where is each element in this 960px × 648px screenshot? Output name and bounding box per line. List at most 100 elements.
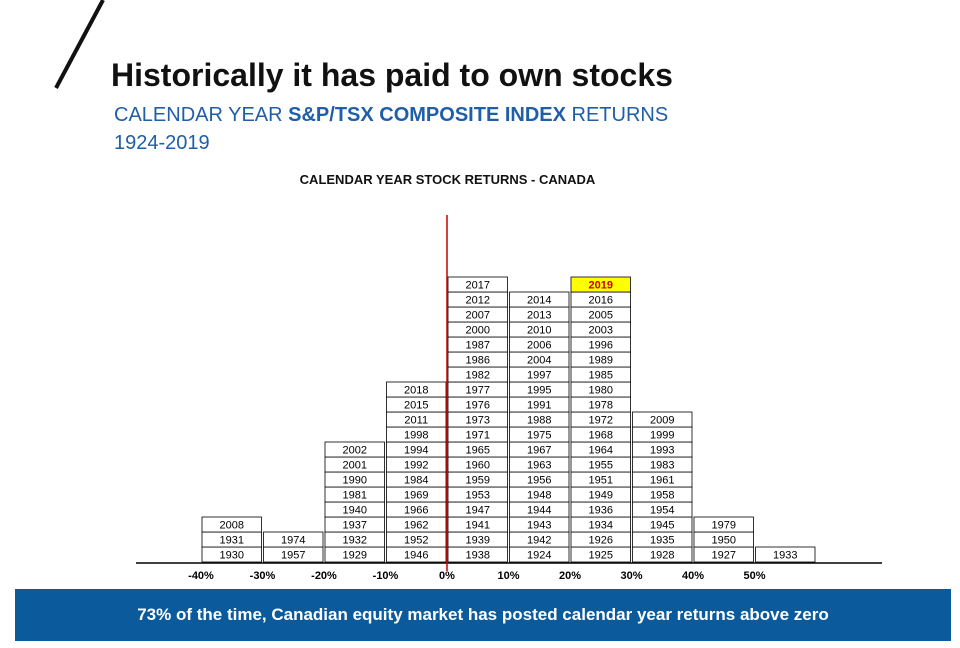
year-label: 1977 bbox=[466, 385, 490, 397]
year-label: 1973 bbox=[466, 415, 490, 427]
x-tick-label: 50% bbox=[743, 570, 765, 582]
year-label: 1989 bbox=[589, 355, 613, 367]
year-label: 1981 bbox=[343, 490, 367, 502]
year-label: 1967 bbox=[527, 445, 551, 457]
year-label: 1946 bbox=[404, 550, 428, 562]
year-label: 1956 bbox=[527, 475, 551, 487]
year-label: 1930 bbox=[220, 550, 244, 562]
x-tick-label: -10% bbox=[373, 570, 399, 582]
year-label: 1948 bbox=[527, 490, 551, 502]
subtitle-index-name: S&P/TSX COMPOSITE INDEX bbox=[288, 104, 566, 126]
year-label: 1972 bbox=[589, 415, 613, 427]
year-label: 1934 bbox=[589, 520, 613, 532]
year-label: 1965 bbox=[466, 445, 490, 457]
year-label: 1984 bbox=[404, 475, 428, 487]
page-title: Historically it has paid to own stocks bbox=[111, 57, 673, 93]
year-label: 1968 bbox=[589, 430, 613, 442]
year-label: 1963 bbox=[527, 460, 551, 472]
year-label: 2003 bbox=[589, 325, 613, 337]
year-label: 1958 bbox=[650, 490, 674, 502]
year-label: 1994 bbox=[404, 445, 428, 457]
year-cell bbox=[324, 441, 385, 458]
year-label: 1960 bbox=[466, 460, 490, 472]
x-tick-label: 20% bbox=[559, 570, 581, 582]
year-label: 1935 bbox=[650, 535, 674, 547]
year-label: 2010 bbox=[527, 325, 551, 337]
year-label: 1929 bbox=[343, 550, 367, 562]
year-label: 1987 bbox=[466, 340, 490, 352]
year-label: 2008 bbox=[220, 520, 244, 532]
year-label: 1997 bbox=[527, 370, 551, 382]
year-label: 1975 bbox=[527, 430, 551, 442]
year-label: 1962 bbox=[404, 520, 428, 532]
year-label: 1927 bbox=[712, 550, 736, 562]
year-label: 1925 bbox=[589, 550, 613, 562]
x-tick-label: -30% bbox=[250, 570, 276, 582]
year-label: 1959 bbox=[466, 475, 490, 487]
year-label: 1996 bbox=[589, 340, 613, 352]
year-label: 1979 bbox=[712, 520, 736, 532]
year-label: 1954 bbox=[650, 505, 674, 517]
year-label: 1936 bbox=[589, 505, 613, 517]
year-label: 1976 bbox=[466, 400, 490, 412]
year-label: 1932 bbox=[343, 535, 367, 547]
year-cell bbox=[693, 516, 754, 533]
year-label: 1990 bbox=[343, 475, 367, 487]
year-label: 2000 bbox=[466, 325, 490, 337]
x-tick-label: 10% bbox=[497, 570, 519, 582]
year-label: 2015 bbox=[404, 400, 428, 412]
highlight-year-cell bbox=[570, 276, 631, 293]
year-label: 1974 bbox=[281, 535, 305, 547]
year-cell bbox=[386, 381, 447, 398]
year-label: 1949 bbox=[589, 490, 613, 502]
year-label: 1947 bbox=[466, 505, 490, 517]
year-label: 1961 bbox=[650, 475, 674, 487]
x-tick-label: -20% bbox=[311, 570, 337, 582]
footer-text: 73% of the time, Canadian equity market … bbox=[137, 605, 829, 624]
year-label: 1986 bbox=[466, 355, 490, 367]
subtitle-line: CALENDAR YEAR S&P/TSX COMPOSITE INDEX RE… bbox=[114, 101, 668, 129]
footer-banner: 73% of the time, Canadian equity market … bbox=[15, 589, 951, 641]
year-label: 1926 bbox=[589, 535, 613, 547]
year-label: 2009 bbox=[650, 415, 674, 427]
year-label: 1985 bbox=[589, 370, 613, 382]
year-cell bbox=[509, 291, 570, 308]
year-label: 1966 bbox=[404, 505, 428, 517]
year-cell bbox=[755, 546, 816, 563]
year-label: 1939 bbox=[466, 535, 490, 547]
x-tick-label: 30% bbox=[620, 570, 642, 582]
year-cell bbox=[201, 516, 262, 533]
year-label: 2005 bbox=[589, 310, 613, 322]
year-label: 1983 bbox=[650, 460, 674, 472]
year-label: 1955 bbox=[589, 460, 613, 472]
year-label: 1993 bbox=[650, 445, 674, 457]
year-label: 1953 bbox=[466, 490, 490, 502]
year-label: 1943 bbox=[527, 520, 551, 532]
year-label: 1928 bbox=[650, 550, 674, 562]
chart-title: CALENDAR YEAR STOCK RETURNS - CANADA bbox=[299, 172, 596, 187]
x-tick-label: 0% bbox=[439, 570, 455, 582]
subtitle-years: 1924-2019 bbox=[114, 132, 210, 154]
x-tick-label: 40% bbox=[682, 570, 704, 582]
year-label: 1969 bbox=[404, 490, 428, 502]
year-label: 1957 bbox=[281, 550, 305, 562]
year-label: 2012 bbox=[466, 295, 490, 307]
year-label: 1942 bbox=[527, 535, 551, 547]
year-label: 2004 bbox=[527, 355, 551, 367]
year-label: 2011 bbox=[404, 415, 428, 427]
subtitle-pre: CALENDAR YEAR bbox=[114, 104, 289, 126]
subtitle-post: RETURNS bbox=[565, 104, 669, 126]
year-label: 2001 bbox=[343, 460, 367, 472]
year-cell bbox=[632, 411, 693, 428]
year-cell bbox=[447, 276, 508, 293]
year-label: 1964 bbox=[589, 445, 613, 457]
year-label: 1998 bbox=[404, 430, 428, 442]
year-label: 1978 bbox=[589, 400, 613, 412]
year-label: 2018 bbox=[404, 385, 428, 397]
year-label: 1944 bbox=[527, 505, 551, 517]
year-label: 1952 bbox=[404, 535, 428, 547]
year-cell bbox=[263, 531, 324, 548]
year-label: 1995 bbox=[527, 385, 551, 397]
year-label: 2006 bbox=[527, 340, 551, 352]
year-label: 1933 bbox=[773, 550, 797, 562]
